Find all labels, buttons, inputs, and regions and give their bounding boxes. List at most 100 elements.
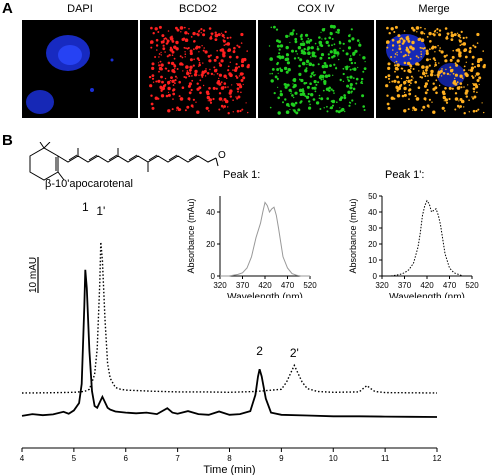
fluorescence-dot bbox=[183, 76, 186, 78]
fluorescence-dot bbox=[397, 80, 400, 84]
fluorescence-dot bbox=[436, 28, 439, 31]
fluorescence-dot bbox=[298, 88, 303, 93]
fluorescence-dot bbox=[434, 59, 437, 62]
fluorescence-dot bbox=[406, 76, 409, 79]
fluorescence-dot bbox=[233, 50, 235, 52]
fluorescence-dot bbox=[164, 51, 166, 53]
fluorescence-dot bbox=[178, 95, 181, 98]
fluorescence-dot bbox=[319, 108, 322, 110]
fluorescence-dot bbox=[208, 87, 211, 90]
fluorescence-dot bbox=[185, 65, 189, 69]
fluorescence-dot bbox=[161, 34, 165, 38]
fluorescence-dot bbox=[332, 74, 334, 76]
fluorescence-dot bbox=[164, 37, 167, 40]
fluorescence-dot bbox=[295, 50, 298, 53]
fluorescence-dot bbox=[405, 48, 410, 52]
fluorescence-dot bbox=[277, 96, 280, 100]
fluorescence-dot bbox=[216, 72, 219, 75]
fluorescence-dot bbox=[405, 79, 408, 82]
fluorescence-dot bbox=[434, 63, 437, 67]
fluorescence-dot bbox=[332, 25, 336, 29]
fluorescence-dot bbox=[349, 55, 352, 57]
peak-label: 1 bbox=[82, 200, 89, 214]
fluorescence-dot bbox=[396, 75, 399, 79]
fluorescence-dot bbox=[295, 111, 299, 115]
fluorescence-dot bbox=[428, 64, 431, 67]
fluorescence-dot bbox=[285, 110, 290, 114]
fluorescence-dot bbox=[454, 92, 458, 95]
fluorescence-dot bbox=[362, 105, 365, 108]
fluorescence-dot bbox=[192, 98, 195, 101]
inset-title: Peak 1': bbox=[385, 169, 424, 181]
fluorescence-dot bbox=[400, 83, 403, 86]
fluorescence-dot bbox=[172, 92, 176, 96]
fluorescence-dot bbox=[445, 54, 448, 57]
fluorescence-dot bbox=[458, 86, 461, 88]
fluorescence-dot bbox=[172, 84, 175, 86]
fluorescence-dot bbox=[337, 31, 340, 34]
fluorescence-dot bbox=[349, 66, 351, 68]
fluorescence-dot bbox=[421, 65, 425, 69]
fluorescence-dot bbox=[231, 84, 233, 86]
fluorescence-dot bbox=[219, 63, 223, 67]
fluorescence-dot bbox=[292, 85, 295, 89]
fluorescence-dot bbox=[337, 55, 339, 57]
fluorescence-dot bbox=[234, 66, 238, 70]
fluorescence-dot bbox=[464, 72, 468, 76]
fluorescence-dot bbox=[218, 73, 222, 77]
fluorescence-dot bbox=[198, 45, 201, 49]
fluorescence-dot bbox=[159, 85, 163, 89]
fluorescence-dot bbox=[238, 45, 241, 49]
x-tick-label: 470 bbox=[443, 281, 457, 290]
fluorescence-dot bbox=[408, 88, 412, 91]
fluorescence-dot bbox=[388, 32, 391, 35]
fluorescence-dot bbox=[199, 79, 202, 82]
fluorescence-dot bbox=[184, 51, 186, 53]
fluorescence-dot bbox=[384, 75, 388, 79]
fluorescence-dot bbox=[465, 95, 468, 98]
fluorescence-dot bbox=[200, 32, 202, 34]
fluorescence-dot bbox=[223, 74, 227, 78]
fluorescence-dot bbox=[345, 52, 349, 56]
fluorescence-dot bbox=[168, 54, 171, 57]
fluorescence-dot bbox=[388, 81, 391, 83]
fluorescence-dot bbox=[459, 44, 462, 46]
fluorescence-dot bbox=[409, 64, 413, 68]
fluorescence-dot bbox=[363, 67, 367, 70]
fluorescence-dot bbox=[235, 55, 239, 59]
fluorescence-dot bbox=[429, 48, 431, 51]
cox-iv-label: COX IV bbox=[297, 3, 335, 15]
x-tick-label: 4 bbox=[20, 454, 25, 463]
fluorescence-dot bbox=[295, 33, 298, 35]
fluorescence-dot bbox=[155, 38, 159, 42]
fluorescence-dot bbox=[182, 70, 184, 72]
fluorescence-dot bbox=[344, 66, 347, 68]
fluorescence-dot bbox=[202, 29, 206, 32]
fluorescence-dot bbox=[158, 70, 160, 73]
fluorescence-dot bbox=[342, 80, 345, 83]
fluorescence-dot bbox=[189, 51, 193, 56]
fluorescence-dot bbox=[206, 95, 210, 100]
fluorescence-dot bbox=[301, 42, 306, 46]
fluorescence-dot bbox=[424, 75, 427, 78]
fluorescence-dot bbox=[470, 66, 474, 70]
fluorescence-dot bbox=[433, 34, 436, 37]
fluorescence-dot bbox=[438, 70, 440, 73]
fluorescence-dot bbox=[409, 70, 412, 72]
fluorescence-dot bbox=[434, 62, 437, 64]
fluorescence-dot bbox=[176, 77, 178, 79]
fluorescence-dot bbox=[441, 68, 443, 70]
fluorescence-dot bbox=[197, 34, 200, 37]
fluorescence-dot bbox=[305, 33, 309, 37]
fluorescence-dot bbox=[432, 82, 435, 85]
fluorescence-dot bbox=[429, 40, 432, 43]
fluorescence-dot bbox=[446, 32, 449, 35]
fluorescence-dot bbox=[171, 40, 175, 43]
fluorescence-dot bbox=[287, 68, 291, 72]
fluorescence-dot bbox=[196, 57, 200, 60]
fluorescence-dot bbox=[458, 107, 460, 109]
fluorescence-dot bbox=[271, 68, 275, 71]
fluorescence-dot bbox=[174, 75, 177, 78]
fluorescence-dot bbox=[361, 82, 364, 85]
